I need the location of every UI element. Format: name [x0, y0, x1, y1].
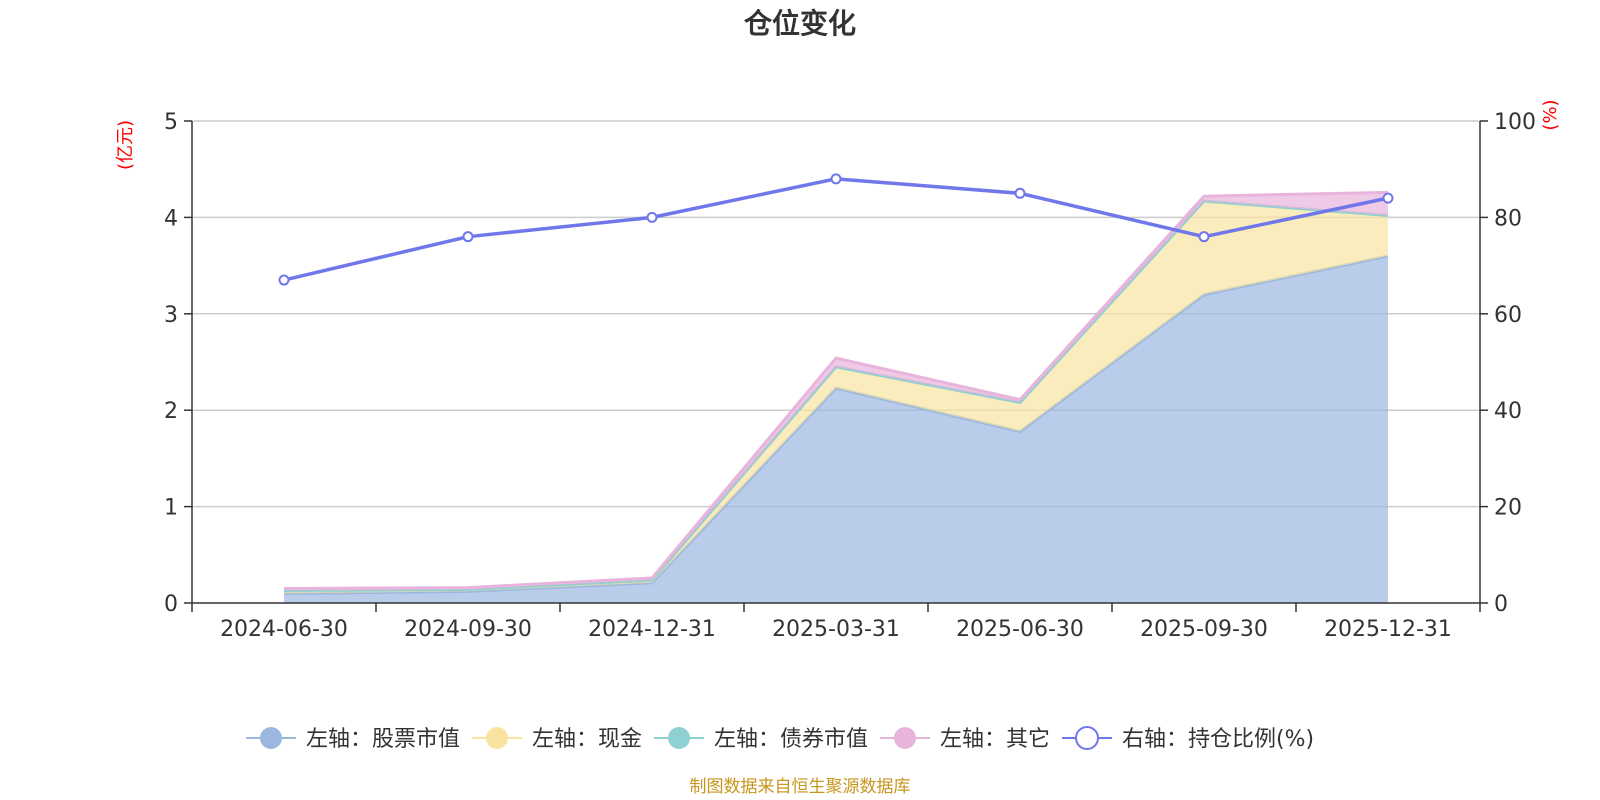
ratio-point — [1014, 187, 1026, 199]
ratio-line — [278, 173, 1394, 286]
right-axis-unit: (%) — [1540, 99, 1561, 130]
legend-item: 右轴：持仓比例(%) — [1062, 726, 1314, 752]
left-axis-tick-label: 5 — [164, 110, 178, 135]
legend-item: 左轴：股票市值 — [246, 727, 460, 752]
legend-label: 右轴：持仓比例(%) — [1122, 727, 1314, 752]
x-axis-tick-label: 2025-03-31 — [772, 617, 900, 642]
legend-label: 左轴：债券市值 — [714, 727, 868, 752]
legend-marker — [894, 727, 916, 749]
legend-marker — [668, 727, 690, 749]
right-axis-tick-label: 0 — [1494, 592, 1508, 617]
ratio-point — [278, 274, 290, 286]
left-axis-unit: (亿元) — [115, 120, 136, 170]
left-axis-tick-label: 1 — [164, 496, 178, 521]
area-左轴：股票市值 — [284, 255, 1388, 603]
legend-item: 左轴：其它 — [880, 727, 1050, 752]
legend-item: 左轴：现金 — [472, 727, 642, 752]
left-axis-tick-label: 4 — [164, 206, 178, 231]
legend-marker — [1075, 726, 1099, 750]
right-axis-tick-label: 20 — [1494, 496, 1522, 521]
area-左轴：现金 — [284, 201, 1388, 594]
ratio-point — [1382, 192, 1394, 204]
left-axis-tick-label: 2 — [164, 399, 178, 424]
x-axis-tick-label: 2024-12-31 — [588, 617, 716, 642]
stacked-areas — [283, 190, 1389, 603]
x-axis-tick-label: 2025-09-30 — [1140, 617, 1268, 642]
ratio-point — [830, 173, 842, 185]
right-axis-tick-label: 80 — [1494, 206, 1522, 231]
data-source-note: 制图数据来自恒生聚源数据库 — [690, 777, 911, 797]
x-axis-tick-label: 2024-09-30 — [404, 617, 532, 642]
ratio-point — [462, 231, 474, 243]
ratio-point — [646, 211, 658, 223]
x-axis-tick-label: 2025-06-30 — [956, 617, 1084, 642]
left-axis-tick-label: 3 — [164, 303, 178, 328]
left-axis-tick-label: 0 — [164, 592, 178, 617]
right-axis-tick-label: 40 — [1494, 399, 1522, 424]
axes: 0 1 2 3 4 5 0 20 40 60 80 100 2024-06-30 2024-09-30 20… — [164, 110, 1536, 642]
legend-marker — [486, 727, 508, 749]
right-axis-tick-label: 100 — [1494, 110, 1536, 135]
legend-label: 左轴：其它 — [940, 727, 1050, 752]
x-axis-tick-label: 2024-06-30 — [220, 617, 348, 642]
legend: 左轴：股票市值 左轴：现金 左轴：债券市值 左轴：其它 右轴：持仓比例(%) — [246, 726, 1314, 752]
area-edge-左轴：其它 — [283, 190, 1389, 591]
legend-label: 左轴：股票市值 — [306, 727, 460, 752]
right-axis-tick-label: 60 — [1494, 303, 1522, 328]
legend-label: 左轴：现金 — [532, 727, 642, 752]
x-axis-tick-label: 2025-12-31 — [1324, 617, 1452, 642]
legend-item: 左轴：债券市值 — [654, 727, 868, 752]
chart-title: 仓位变化 — [744, 7, 856, 40]
legend-marker — [260, 727, 282, 749]
ratio-point — [1198, 231, 1210, 243]
